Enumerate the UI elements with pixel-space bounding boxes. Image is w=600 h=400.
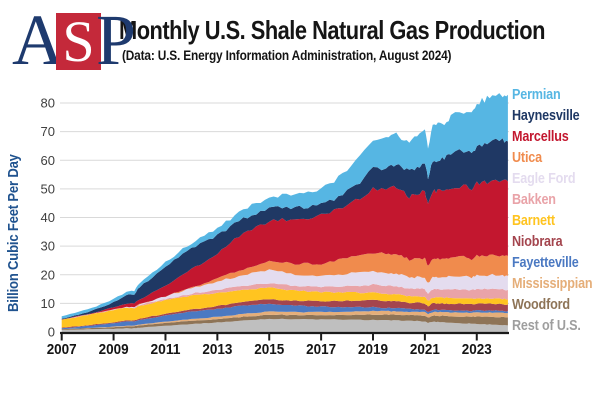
x-tick-label-2023: 2023: [462, 341, 492, 358]
area-eagle-ford: [61, 269, 508, 320]
logo-letter-s: S: [62, 8, 95, 74]
y-tick-label-30: 30: [41, 239, 55, 254]
chart-legend: Permian Haynesville Marcellus Utica Eagle Fo…: [512, 87, 600, 333]
area-woodford: [61, 314, 508, 330]
asp-logo: A S P: [12, 0, 137, 80]
y-tick-label-60: 60: [41, 153, 55, 168]
y-tick-label-20: 20: [41, 267, 55, 282]
area-marcellus: [61, 179, 508, 320]
legend-item-marcellus: Marcellus: [512, 128, 569, 145]
area-barnett: [61, 287, 508, 328]
y-tick-label-40: 40: [41, 210, 55, 225]
area-utica: [61, 252, 508, 320]
x-tick-label-2009: 2009: [99, 341, 129, 358]
area-niobrara: [61, 299, 508, 329]
x-tick-label-2017: 2017: [306, 341, 336, 358]
area-rest-of-u-s-: [61, 318, 508, 332]
legend-item-mississippian: Mississippian: [512, 275, 593, 292]
area-bakken: [61, 283, 508, 320]
legend-item-utica: Utica: [512, 149, 542, 166]
legend-item-rest-of-u-s-: Rest of U.S.: [512, 317, 581, 334]
y-tick-label-10: 10: [41, 296, 55, 311]
x-tick-label-2019: 2019: [358, 341, 388, 358]
x-tick-label-2011: 2011: [150, 341, 180, 358]
y-tick-label-80: 80: [41, 96, 55, 111]
logo-red-square: S: [56, 8, 101, 74]
logo-letter-p: P: [96, 0, 137, 80]
legend-item-niobrara: Niobrara: [512, 233, 563, 250]
legend-item-permian: Permian: [512, 86, 561, 103]
area-fayetteville: [61, 303, 508, 330]
legend-item-bakken: Bakken: [512, 191, 556, 208]
x-tick-label-2013: 2013: [202, 341, 232, 358]
x-tick-label-2015: 2015: [254, 341, 284, 358]
x-tick-label-2021: 2021: [410, 341, 440, 358]
subtitle-data-source: (Data: U.S. Energy Information Administr…: [122, 48, 452, 63]
logo-letter-a: A: [12, 0, 64, 80]
y-tick-label-0: 0: [48, 325, 55, 340]
legend-item-fayetteville: Fayetteville: [512, 254, 579, 271]
y-tick-label-50: 50: [41, 181, 55, 196]
y-tick-label-70: 70: [41, 124, 55, 139]
area-haynesville: [61, 138, 508, 320]
legend-item-woodford: Woodford: [512, 296, 570, 313]
legend-item-eagle-ford: Eagle Ford: [512, 170, 576, 187]
legend-item-barnett: Barnett: [512, 212, 555, 229]
area-mississippian: [61, 310, 508, 330]
legend-item-haynesville: Haynesville: [512, 107, 580, 124]
x-tick-label-2007: 2007: [47, 341, 77, 358]
page-title: Monthly U.S. Shale Natural Gas Productio…: [119, 15, 545, 45]
area-permian: [61, 93, 508, 319]
